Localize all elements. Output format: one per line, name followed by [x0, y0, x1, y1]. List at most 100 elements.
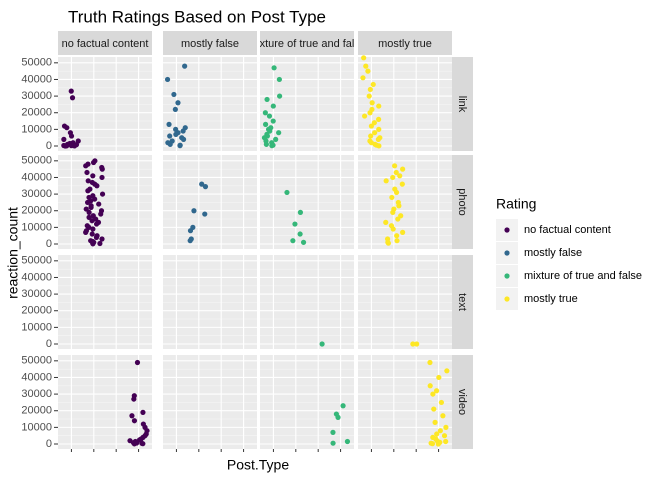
- point: [96, 201, 102, 207]
- point: [376, 143, 382, 149]
- point: [383, 219, 389, 225]
- legend-label: mixture of true and false: [524, 270, 642, 282]
- point: [369, 100, 375, 106]
- point: [270, 103, 276, 109]
- column-strip-label: mostly true: [378, 38, 432, 50]
- point: [187, 238, 193, 244]
- point: [429, 441, 436, 447]
- point: [434, 431, 440, 437]
- point: [372, 130, 378, 136]
- point: [199, 181, 205, 187]
- point: [371, 120, 377, 126]
- point: [344, 438, 351, 445]
- legend-marker: [504, 296, 510, 302]
- panel: [58, 155, 152, 249]
- point: [88, 204, 94, 211]
- legend-marker: [504, 273, 510, 279]
- point: [440, 413, 446, 419]
- point: [83, 163, 89, 169]
- point: [414, 341, 420, 347]
- point: [98, 211, 104, 217]
- point: [69, 95, 76, 101]
- point: [92, 196, 98, 202]
- point: [62, 143, 68, 149]
- point: [394, 233, 400, 239]
- row-strip: [452, 57, 473, 151]
- column-strip-label: no factual content: [62, 38, 149, 50]
- y-tick-label: 10000: [21, 123, 52, 135]
- point: [264, 96, 270, 103]
- y-tick-label: 30000: [21, 388, 52, 400]
- panel: [358, 255, 452, 349]
- point: [367, 110, 373, 116]
- point: [361, 113, 368, 119]
- point: [363, 63, 369, 69]
- point: [340, 403, 346, 409]
- panel: [58, 255, 152, 349]
- point: [89, 218, 95, 224]
- point: [397, 173, 403, 179]
- point: [395, 216, 401, 222]
- point: [376, 126, 382, 132]
- row-strip-label: video: [456, 389, 468, 415]
- point: [276, 130, 282, 136]
- point: [202, 184, 209, 190]
- point: [410, 341, 416, 347]
- y-tick-label: 30000: [21, 188, 52, 200]
- column-strip: [358, 31, 452, 55]
- point: [271, 65, 277, 71]
- y-tick-label: 30000: [21, 90, 52, 102]
- point: [367, 86, 373, 93]
- point: [140, 409, 146, 415]
- column-strip-label: mostly false: [181, 38, 239, 50]
- chart-title: Truth Ratings Based on Post Type: [68, 7, 326, 26]
- column-strip: [58, 31, 152, 55]
- point: [167, 133, 173, 139]
- y-tick-label: 40000: [21, 371, 52, 383]
- point: [433, 388, 440, 394]
- point: [140, 441, 146, 447]
- y-tick-label: 20000: [21, 107, 52, 119]
- y-tick-label: 10000: [21, 421, 52, 433]
- point: [435, 441, 441, 447]
- legend-marker: [504, 227, 510, 233]
- panel: [163, 355, 257, 449]
- point: [129, 413, 135, 419]
- point: [90, 159, 97, 166]
- point: [365, 68, 371, 74]
- point: [438, 399, 445, 406]
- point: [175, 100, 181, 106]
- legend-title: Rating: [496, 196, 536, 212]
- point: [83, 229, 89, 235]
- point: [90, 226, 96, 232]
- point: [277, 93, 283, 99]
- row-strip-label: link: [456, 96, 468, 113]
- point: [182, 63, 188, 69]
- point: [99, 174, 105, 181]
- point: [89, 231, 95, 237]
- point: [376, 116, 382, 122]
- point: [90, 241, 96, 247]
- y-tick-label: 0: [46, 338, 52, 350]
- point: [335, 414, 341, 420]
- point: [385, 240, 392, 246]
- point: [131, 441, 137, 447]
- point: [400, 229, 406, 235]
- point: [177, 143, 183, 149]
- point: [393, 169, 399, 176]
- point: [164, 76, 171, 83]
- panel: [260, 355, 354, 449]
- panel: [260, 255, 354, 349]
- point: [191, 208, 197, 214]
- point: [297, 209, 304, 215]
- point: [390, 174, 396, 181]
- point: [389, 194, 395, 201]
- point: [187, 228, 194, 234]
- y-tick-label: 20000: [21, 405, 52, 417]
- legend-label: no factual content: [524, 224, 611, 236]
- point: [290, 238, 296, 244]
- point: [427, 359, 433, 366]
- point: [94, 183, 100, 189]
- column-strip: [163, 31, 257, 55]
